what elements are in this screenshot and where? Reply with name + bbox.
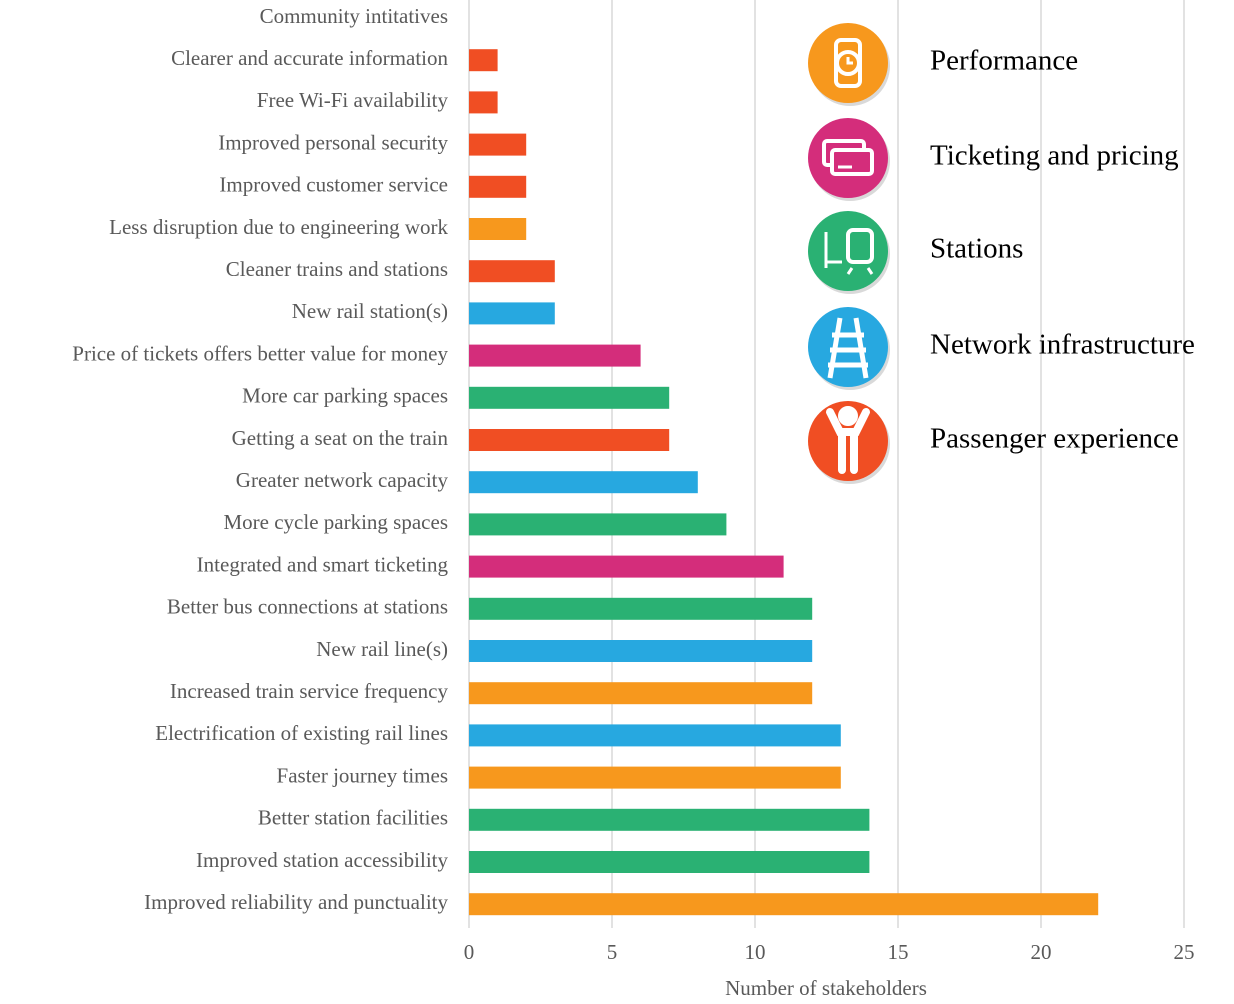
legend-label: Stations <box>930 233 1023 265</box>
y-tick-label: Improved station accessibility <box>196 848 448 872</box>
legend-icon <box>808 401 888 481</box>
icon-glyph <box>826 408 870 474</box>
bar <box>469 175 527 198</box>
y-tick-label: Increased train service frequency <box>170 679 449 703</box>
bars: Community intitatives Clearer and accurat… <box>72 4 1099 916</box>
y-tick-label: New rail line(s) <box>316 637 448 661</box>
y-tick-label: Faster journey times <box>277 763 448 787</box>
y-tick-label: Price of tickets offers better value for… <box>72 341 448 365</box>
bar <box>469 471 698 494</box>
y-tick-label: Improved personal security <box>218 130 448 154</box>
legend-label: Ticketing and pricing <box>930 140 1179 172</box>
bar <box>469 49 498 72</box>
y-tick-label: Better station facilities <box>258 806 448 830</box>
bar <box>469 133 527 156</box>
icon-glyph <box>846 228 874 264</box>
x-tick-label: 0 <box>464 940 475 964</box>
y-tick-label: Improved reliability and punctuality <box>144 890 448 914</box>
y-tick-label: Better bus connections at stations <box>167 595 448 619</box>
x-axis-title: Number of stakeholders <box>725 976 927 1000</box>
x-tick-label: 25 <box>1174 940 1195 964</box>
legend-label: Network infrastructure <box>930 329 1195 361</box>
icon-glyph <box>827 317 869 379</box>
y-tick-label: Improved customer service <box>219 173 448 197</box>
icon-glyph <box>838 406 858 426</box>
bar <box>469 555 784 578</box>
bar <box>469 851 870 873</box>
y-tick-label: Free Wi-Fi availability <box>257 88 449 112</box>
bar <box>469 808 870 831</box>
bar <box>469 766 841 789</box>
y-tick-label: Community intitatives <box>260 4 448 28</box>
bar <box>469 260 555 283</box>
x-tick-label: 10 <box>745 940 766 964</box>
x-tick-label: 5 <box>607 940 618 964</box>
y-tick-label: New rail station(s) <box>292 299 448 323</box>
icon-glyph <box>824 232 874 275</box>
y-tick-label: More cycle parking spaces <box>224 510 449 534</box>
bar <box>469 640 813 662</box>
bar <box>469 682 813 705</box>
icon-glyph <box>830 148 874 176</box>
legend-label: Performance <box>930 45 1078 77</box>
legend: Performance Ticketing and pricing Stations… <box>808 23 1195 484</box>
bar <box>469 302 555 325</box>
y-tick-label: Less disruption due to engineering work <box>109 215 448 239</box>
bar <box>469 91 498 114</box>
bar <box>469 597 813 620</box>
y-tick-label: More car parking spaces <box>242 384 448 408</box>
legend-icon <box>808 307 888 387</box>
bar <box>469 724 841 747</box>
y-tick-label: Clearer and accurate information <box>171 46 448 70</box>
icon-glyph <box>846 57 853 65</box>
bar <box>469 344 641 367</box>
bar <box>469 893 1099 916</box>
y-tick-label: Electrification of existing rail lines <box>155 721 448 745</box>
bar <box>469 218 527 240</box>
y-tick-label: Cleaner trains and stations <box>226 257 448 281</box>
y-tick-label: Greater network capacity <box>236 468 449 492</box>
bar <box>469 513 727 536</box>
y-tick-label: Integrated and smart ticketing <box>197 552 449 576</box>
y-tick-label: Getting a seat on the train <box>232 426 449 450</box>
legend-label: Passenger experience <box>930 423 1179 455</box>
bar <box>469 429 670 451</box>
x-tick-label: 15 <box>888 940 909 964</box>
bar <box>469 386 670 409</box>
x-tick-label: 20 <box>1031 940 1052 964</box>
